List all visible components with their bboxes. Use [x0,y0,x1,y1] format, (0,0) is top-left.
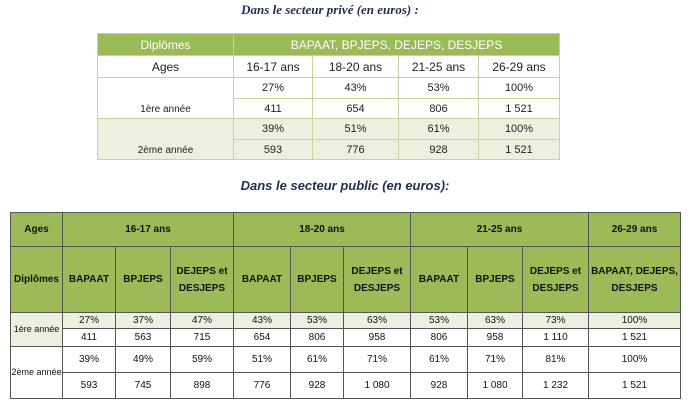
percent-row: 1ère année 27% 37% 47% 43% 53% 63% 53% 63% 73% 100… [10,312,681,347]
percent-cell: 63% [467,312,523,329]
percent-cell: 59% [170,346,234,373]
amount-cell: 1 521 [477,139,561,160]
percent-row: 2ème année 39% 49% 59% 51% 61% 71% 61% 71% 81% 100… [10,346,681,399]
year-label: 1ère année [97,77,234,119]
percent-cell: 37% [115,312,171,329]
percent-cell: 100% [477,77,561,99]
percent-cell: 100% [588,312,681,329]
amount-cell: 1 080 [467,372,523,399]
amount-cell: 654 [312,98,399,119]
percent-cell: 73% [522,312,589,329]
diploma-cell: BPJEPS [290,246,344,313]
ages-row: Ages 16-17 ans 18-20 ans 21-25 ans 26-29 ans [97,55,561,78]
amount-cell: 1 521 [588,372,681,399]
header-row: Diplômes BAPAAT, BPJEPS, DEJEPS, DESJEPS [97,33,561,56]
amount-cell: 715 [170,328,234,347]
amount-cell: 806 [398,98,479,119]
percent-cell: 61% [398,118,479,140]
percent-cell: 61% [410,346,468,373]
percent-cell: 47% [170,312,234,329]
diploma-cell: BAPAAT, DEJEPS, DESJEPS [588,246,681,313]
amount-cell: 411 [233,98,313,119]
percent-cell: 71% [467,346,523,373]
amount-cell: 1 080 [343,372,411,399]
age-cell: 21-25 ans [410,212,589,247]
amount-cell: 928 [398,139,479,160]
percent-cell: 100% [588,346,681,373]
year-label: 2ème année [10,346,63,399]
diploma-cell: BAPAAT [410,246,468,313]
percent-cell: 100% [477,118,561,140]
amount-cell: 654 [233,328,291,347]
percent-cell: 51% [233,346,291,373]
public-title: Dans le secteur public (en euros): [240,178,450,193]
percent-cell: 71% [343,346,411,373]
amount-cell: 593 [62,372,116,399]
age-cell: 16-17 ans [62,212,234,247]
percent-cell: 39% [62,346,116,373]
percent-cell: 43% [233,312,291,329]
age-cell: 16-17 ans [233,55,313,78]
amount-row: 593 745 898 776 928 1 080 928 1 080 1 232 1 521 [11,372,681,399]
diploma-cell: DEJEPS et DESJEPS [343,246,411,313]
diploma-cell: BPJEPS [467,246,523,313]
public-table: Ages 16-17 ans 18-20 ans 21-25 ans 26-29 ans… [10,212,681,399]
amount-row: 411 563 715 654 806 958 806 958 1 110 1 521 [11,328,681,347]
percent-cell: 43% [312,77,399,99]
age-cell: 21-25 ans [398,55,479,78]
percent-cell: 27% [62,312,116,329]
amount-cell: 1 521 [477,98,561,119]
amount-cell: 745 [115,372,171,399]
age-cell: 26-29 ans [588,212,681,247]
header-cell: BAPAAT, BPJEPS, DEJEPS, DESJEPS [232,33,561,56]
amount-cell: 958 [343,328,411,347]
percent-cell: 51% [312,118,399,140]
age-cell: 18-20 ans [233,212,411,247]
percent-cell: 27% [233,77,313,99]
percent-cell: 49% [115,346,171,373]
amount-cell: 806 [410,328,468,347]
diploma-cell: DEJEPS et DESJEPS [170,246,234,313]
percent-cell: 53% [290,312,344,329]
percent-cell: 53% [410,312,468,329]
diploma-cell: BAPAAT [233,246,291,313]
diploma-cell: BPJEPS [115,246,171,313]
amount-cell: 411 [62,328,116,347]
ages-label: Ages [97,55,234,78]
header-cell: Diplômes [97,33,234,56]
amount-cell: 806 [290,328,344,347]
private-table: Diplômes BAPAAT, BPJEPS, DEJEPS, DESJEPS A… [97,33,561,160]
diploma-cell: BAPAAT [62,246,116,313]
amount-cell: 776 [233,372,291,399]
amount-cell: 776 [312,139,399,160]
ages-row: Ages 16-17 ans 18-20 ans 21-25 ans 26-29 ans [10,212,681,247]
private-title: Dans le secteur privé (en euros) : [241,2,419,17]
percent-cell: 61% [290,346,344,373]
year-label: 1ère année [10,312,63,347]
amount-cell: 593 [233,139,313,160]
percent-row: 2ème année 39% 51% 61% 100% [97,118,561,160]
amount-cell: 1 521 [588,328,681,347]
amount-cell: 898 [170,372,234,399]
amount-cell: 928 [290,372,344,399]
percent-cell: 39% [233,118,313,140]
amount-row: 593 776 928 1 521 [98,139,561,160]
age-cell: 26-29 ans [477,55,561,78]
year-label: 2ème année [97,118,234,160]
amount-cell: 958 [467,328,523,347]
percent-cell: 53% [398,77,479,99]
amount-cell: 563 [115,328,171,347]
diplomas-row: Diplômes BAPAAT BPJEPS DEJEPS et DESJEPS BAP… [10,246,681,313]
ages-label: Ages [10,212,63,247]
amount-cell: 1 110 [522,328,589,347]
percent-row: 1ère année 27% 43% 53% 100% [97,77,561,119]
percent-cell: 63% [343,312,411,329]
percent-cell: 81% [522,346,589,373]
amount-cell: 1 232 [522,372,589,399]
diploma-cell: DEJEPS et DESJEPS [522,246,589,313]
age-cell: 18-20 ans [312,55,399,78]
amount-cell: 928 [410,372,468,399]
diplomas-label: Diplômes [10,246,63,313]
